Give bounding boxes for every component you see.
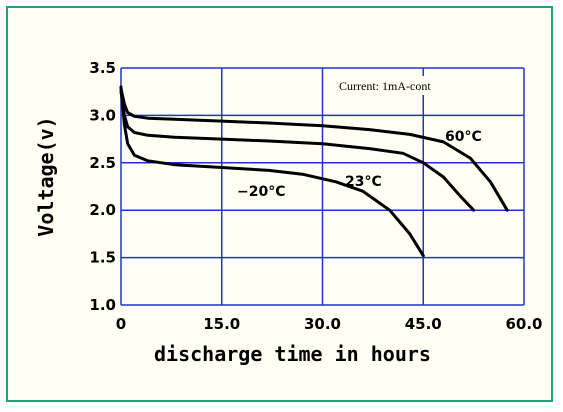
series-label-minus20c: −20°C [237, 184, 286, 200]
x-tick-label-0: 0 [116, 315, 126, 333]
y-tick-label-4: 3.0 [89, 106, 116, 124]
x-axis-title: discharge time in hours [154, 342, 431, 366]
curves [119, 85, 509, 258]
y-tick-label-2: 2.0 [89, 201, 116, 219]
curve-60c [119, 87, 509, 212]
x-tick-label-1: 15.0 [203, 315, 240, 333]
y-tick-label-3: 2.5 [89, 154, 116, 172]
y-tick-label-1: 1.5 [89, 249, 116, 267]
current-annotation: Current: 1mA-cont [339, 79, 431, 93]
chart-frame [6, 6, 553, 402]
annotation-background [334, 76, 510, 95]
x-tick-labels: 0 15.0 30.0 45.0 60.0 [116, 315, 543, 333]
curve-minus20c [119, 85, 425, 258]
y-tick-label-0: 1.0 [89, 296, 116, 314]
series-label-60c: 60°C [445, 129, 482, 145]
y-tick-label-5: 3.5 [89, 59, 116, 77]
grid [120, 67, 525, 306]
x-tick-label-3: 45.0 [405, 315, 442, 333]
x-tick-label-4: 60.0 [505, 315, 542, 333]
y-tick-labels: 1.0 1.5 2.0 2.5 3.0 3.5 [89, 59, 116, 314]
series-label-23c: 23°C [345, 174, 382, 190]
x-tick-label-2: 30.0 [304, 315, 341, 333]
y-axis-title: Voltage(v) [34, 116, 58, 236]
curve-23c [119, 90, 476, 212]
